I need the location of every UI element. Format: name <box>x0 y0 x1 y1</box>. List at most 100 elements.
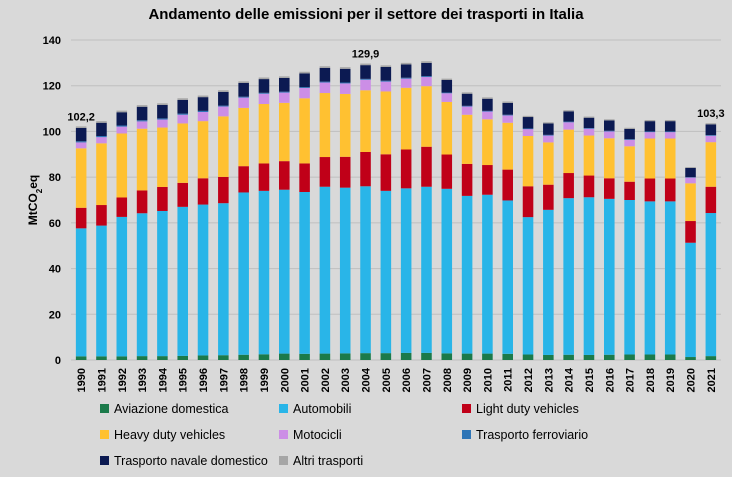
bar-segment <box>644 121 656 132</box>
bar-segment <box>664 120 676 122</box>
bar-segment <box>543 142 554 185</box>
bar-segment <box>319 93 331 158</box>
legend-item: Trasporto ferroviario <box>462 428 588 442</box>
x-tick-label: 2016 <box>604 368 616 392</box>
bar-segment <box>522 128 534 130</box>
bar-segment <box>197 178 209 205</box>
bar-segment <box>482 119 493 166</box>
legend-swatch <box>279 404 288 413</box>
bar-segment <box>441 80 453 93</box>
bar-segment <box>400 62 412 65</box>
bar-segment <box>705 186 717 214</box>
bar-segment <box>441 353 453 360</box>
bar-segment <box>218 355 229 360</box>
data-label: 103,3 <box>697 108 725 120</box>
bar-segment <box>96 121 107 123</box>
bar-segment <box>96 205 107 226</box>
bar-stack-2015 <box>583 116 595 360</box>
bar-segment <box>604 354 615 360</box>
legend-swatch <box>100 456 109 465</box>
legend-label: Heavy duty vehicles <box>114 428 225 442</box>
bar-segment <box>421 62 432 77</box>
bar-segment <box>482 165 493 195</box>
bar-segment <box>339 67 351 69</box>
legend-label: Trasporto ferroviario <box>476 428 588 442</box>
bar-segment <box>441 93 453 102</box>
bar-segment <box>339 187 351 354</box>
bar-segment <box>177 182 188 207</box>
bar-segment <box>685 242 696 358</box>
bar-segment <box>197 97 209 111</box>
bar-segment <box>380 80 392 82</box>
x-tick-label: 2015 <box>584 368 596 392</box>
bar-segment <box>157 104 168 119</box>
bar-segment <box>279 189 290 354</box>
bar-segment <box>279 92 290 103</box>
bar-segment <box>685 168 696 178</box>
bar-segment <box>583 116 595 118</box>
bar-segment <box>197 95 209 98</box>
bar-segment <box>360 353 371 360</box>
bar-segment <box>299 73 310 88</box>
y-tick-label: 60 <box>49 218 61 230</box>
bar-segment <box>360 186 371 354</box>
bar-segment <box>157 118 168 120</box>
bar-segment <box>400 188 412 353</box>
y-tick-label: 120 <box>43 81 61 93</box>
bar-segment <box>136 121 148 129</box>
bar-segment <box>624 139 635 147</box>
bar-segment <box>96 137 107 144</box>
bar-segment <box>177 123 188 183</box>
bar-segment <box>319 157 331 187</box>
legend-item: Light duty vehicles <box>462 402 579 416</box>
bar-segment <box>380 66 392 81</box>
bar-segment <box>644 138 656 179</box>
x-tick-label: 2009 <box>462 368 474 392</box>
bar-segment <box>441 92 453 94</box>
bar-segment <box>522 136 534 187</box>
bar-stack-1998 <box>238 81 249 360</box>
bar-segment <box>177 98 188 100</box>
bar-segment <box>279 161 290 190</box>
bar-segment <box>400 64 412 78</box>
bar-segment <box>583 128 595 129</box>
x-tick-label: 2013 <box>543 368 555 392</box>
bar-segment <box>319 186 331 354</box>
bar-segment <box>441 78 453 80</box>
bar-segment <box>563 354 574 360</box>
x-tick-label: 2019 <box>665 368 677 392</box>
bar-segment <box>339 353 351 360</box>
x-tick-label: 2021 <box>706 368 718 392</box>
bar-segment <box>279 102 290 162</box>
bar-stack-2001 <box>299 71 310 360</box>
bar-segment <box>421 76 432 78</box>
bar-segment <box>400 149 412 189</box>
bar-segment <box>441 188 453 354</box>
bar-segment <box>299 71 310 74</box>
bar-segment <box>502 169 513 201</box>
bar-segment <box>279 76 290 78</box>
bar-segment <box>360 63 371 66</box>
bar-segment <box>319 81 331 83</box>
bar-segment <box>563 122 574 130</box>
bar-segment <box>339 82 351 84</box>
bar-segment <box>75 207 87 229</box>
bar-segment <box>136 106 148 121</box>
legend-swatch <box>279 456 288 465</box>
bar-segment <box>502 101 513 103</box>
legend-swatch <box>100 404 109 413</box>
bar-segment <box>461 114 473 164</box>
y-tick-label: 140 <box>43 35 61 47</box>
bar-segment <box>502 353 513 360</box>
bar-segment <box>400 352 412 360</box>
legend-item: Automobili <box>279 402 351 416</box>
bar-segment <box>75 148 87 208</box>
bar-segment <box>502 114 513 116</box>
bar-segment <box>75 356 87 360</box>
x-tick-label: 2003 <box>340 368 352 392</box>
bar-segment <box>96 225 107 357</box>
bar-segment <box>664 354 676 360</box>
bar-segment <box>644 178 656 202</box>
bar-segment <box>177 99 188 114</box>
bar-stack-2004 <box>360 63 371 360</box>
